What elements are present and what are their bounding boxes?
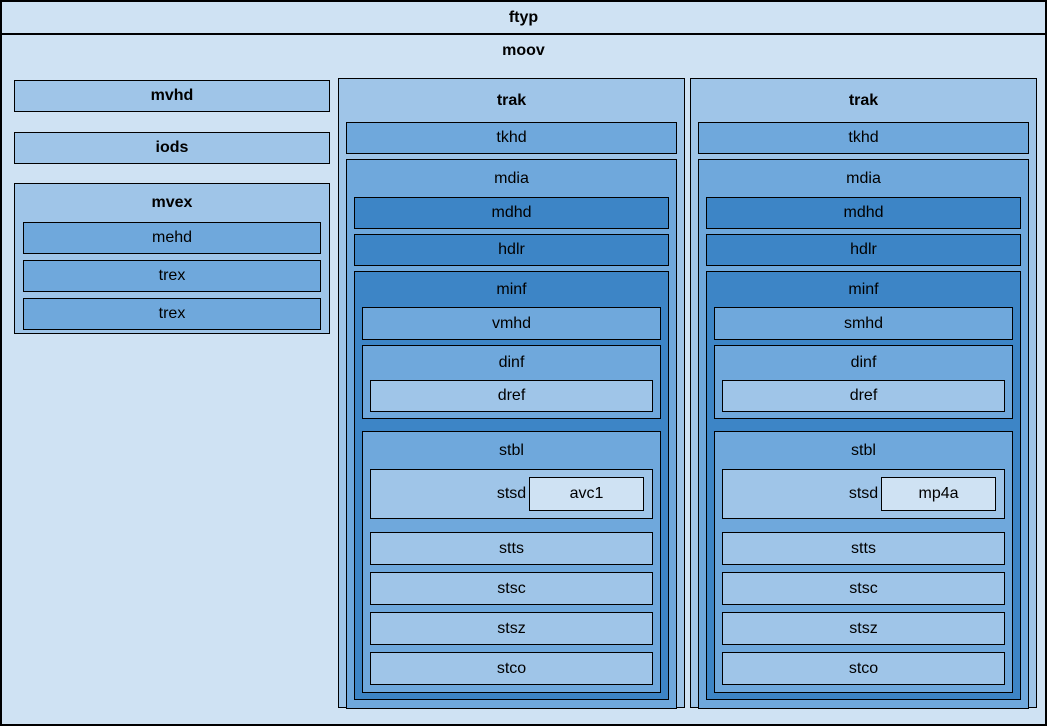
audio-stsz-box: stsz <box>722 612 1005 645</box>
iods-box: iods <box>14 132 330 164</box>
audio-minf-label: minf <box>848 280 879 298</box>
moov-body: mvhd iods mvex mehd trex trex trak tkhd … <box>2 66 1045 724</box>
video-dref-box: dref <box>370 380 653 412</box>
video-stbl-box: stbl stsd avc1 stts stsc stsz stco <box>362 431 661 693</box>
audio-dref-box: dref <box>722 380 1005 412</box>
video-stsd-box: stsd avc1 <box>370 469 653 519</box>
trak-audio-label: trak <box>848 91 879 109</box>
trex-box: trex <box>23 260 321 292</box>
video-hdlr-box: hdlr <box>354 234 669 266</box>
audio-stts-box: stts <box>722 532 1005 565</box>
mvhd-box: mvhd <box>14 80 330 112</box>
audio-tkhd-box: tkhd <box>698 122 1029 154</box>
video-vmhd-box: vmhd <box>362 307 661 340</box>
audio-codec-mp4a-box: mp4a <box>881 477 996 511</box>
trak-video-box: trak tkhd mdia mdhd hdlr minf vmhd dinf … <box>338 78 685 709</box>
trex-box: trex <box>23 298 321 330</box>
video-codec-avc1-box: avc1 <box>529 477 644 511</box>
mvex-label: mvex <box>151 194 193 211</box>
video-stts-box: stts <box>370 532 653 565</box>
mehd-box: mehd <box>23 222 321 254</box>
video-mdhd-box: mdhd <box>354 197 669 229</box>
video-stsz-box: stsz <box>370 612 653 645</box>
trak-audio-box: trak tkhd mdia mdhd hdlr minf smhd dinf … <box>690 78 1037 709</box>
video-tkhd-box: tkhd <box>346 122 677 154</box>
moov-left-column: mvhd iods mvex mehd trex trex <box>14 80 330 334</box>
video-stco-box: stco <box>370 652 653 685</box>
audio-stbl-label: stbl <box>851 441 876 459</box>
audio-stsc-box: stsc <box>722 572 1005 605</box>
moov-label: moov <box>502 41 545 59</box>
audio-smhd-box: smhd <box>714 307 1013 340</box>
audio-hdlr-box: hdlr <box>706 234 1021 266</box>
video-mdia-box: mdia mdhd hdlr minf vmhd dinf dref stbl <box>346 159 677 709</box>
video-stsc-box: stsc <box>370 572 653 605</box>
video-minf-label: minf <box>496 280 527 298</box>
audio-mdhd-box: mdhd <box>706 197 1021 229</box>
audio-stsd-box: stsd mp4a <box>722 469 1005 519</box>
audio-dinf-box: dinf dref <box>714 345 1013 419</box>
moov-box: moov mvhd iods mvex mehd trex trex trak … <box>2 35 1045 724</box>
audio-dinf-label: dinf <box>850 354 877 371</box>
audio-stco-box: stco <box>722 652 1005 685</box>
video-mdia-label: mdia <box>494 169 529 187</box>
audio-minf-box: minf smhd dinf dref stbl stsd mp4a <box>706 271 1021 700</box>
audio-mdia-box: mdia mdhd hdlr minf smhd dinf dref stbl <box>698 159 1029 709</box>
video-dinf-box: dinf dref <box>362 345 661 419</box>
ftyp-box: ftyp <box>2 2 1045 35</box>
audio-stsd-label: stsd <box>848 485 879 502</box>
video-minf-box: minf vmhd dinf dref stbl stsd avc1 <box>354 271 669 700</box>
mvex-box: mvex mehd trex trex <box>14 183 330 334</box>
audio-mdia-label: mdia <box>846 169 881 187</box>
video-stbl-label: stbl <box>499 441 524 459</box>
trak-video-label: trak <box>496 91 527 109</box>
audio-stbl-box: stbl stsd mp4a stts stsc stsz stco <box>714 431 1013 693</box>
video-dinf-label: dinf <box>498 354 525 371</box>
video-stsd-label: stsd <box>496 485 527 502</box>
